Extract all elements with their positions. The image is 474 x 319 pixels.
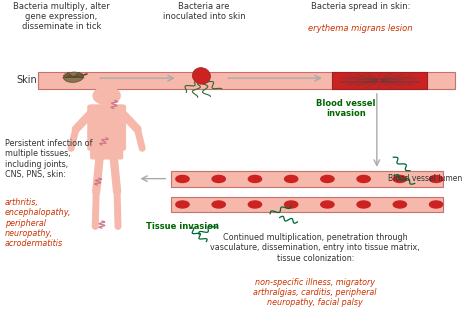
Bar	[171, 197, 443, 212]
Ellipse shape	[212, 201, 225, 208]
Ellipse shape	[321, 201, 334, 208]
FancyBboxPatch shape	[87, 104, 126, 151]
Ellipse shape	[429, 175, 443, 182]
Text: non-specific illness, migratory
arthralgias, carditis, peripheral
neuropathy, fa: non-specific illness, migratory arthralg…	[254, 278, 377, 307]
Ellipse shape	[429, 201, 443, 208]
Text: Continued multiplication, penetration through
vasculature, dissemination, entry : Continued multiplication, penetration th…	[210, 233, 420, 263]
Ellipse shape	[284, 175, 298, 182]
FancyBboxPatch shape	[90, 144, 123, 160]
Text: Skin: Skin	[17, 75, 37, 85]
Text: Bacteria spread in skin:: Bacteria spread in skin:	[310, 2, 410, 11]
Ellipse shape	[64, 72, 83, 82]
Bar	[332, 72, 427, 89]
Ellipse shape	[248, 201, 262, 208]
Ellipse shape	[393, 175, 407, 182]
Text: arthritis,
encephalopathy,
peripheral
neuropathy,
acrodermatitis: arthritis, encephalopathy, peripheral ne…	[5, 198, 71, 249]
Ellipse shape	[321, 175, 334, 182]
Circle shape	[92, 86, 121, 105]
Bar	[171, 171, 443, 187]
Text: Tissue invasion: Tissue invasion	[146, 222, 219, 231]
Bar	[102, 99, 111, 107]
Ellipse shape	[176, 201, 189, 208]
Ellipse shape	[284, 201, 298, 208]
Ellipse shape	[248, 175, 262, 182]
Ellipse shape	[357, 201, 370, 208]
Ellipse shape	[212, 175, 225, 182]
Text: erythema migrans lesion: erythema migrans lesion	[308, 24, 412, 33]
Text: Blood vessel
invasion: Blood vessel invasion	[316, 99, 376, 118]
Bar	[38, 72, 455, 89]
Text: Persistent infection of
multiple tissues,
including joints,
CNS, PNS, skin:: Persistent infection of multiple tissues…	[5, 139, 92, 179]
Ellipse shape	[176, 175, 189, 182]
Ellipse shape	[192, 68, 210, 84]
Text: Bacteria are
inoculated into skin: Bacteria are inoculated into skin	[163, 2, 245, 21]
Ellipse shape	[357, 175, 370, 182]
Text: Blood vessel lumen: Blood vessel lumen	[388, 174, 462, 183]
Ellipse shape	[393, 201, 407, 208]
Text: Bacteria multiply, alter
gene expression,
disseminate in tick: Bacteria multiply, alter gene expression…	[13, 2, 110, 31]
